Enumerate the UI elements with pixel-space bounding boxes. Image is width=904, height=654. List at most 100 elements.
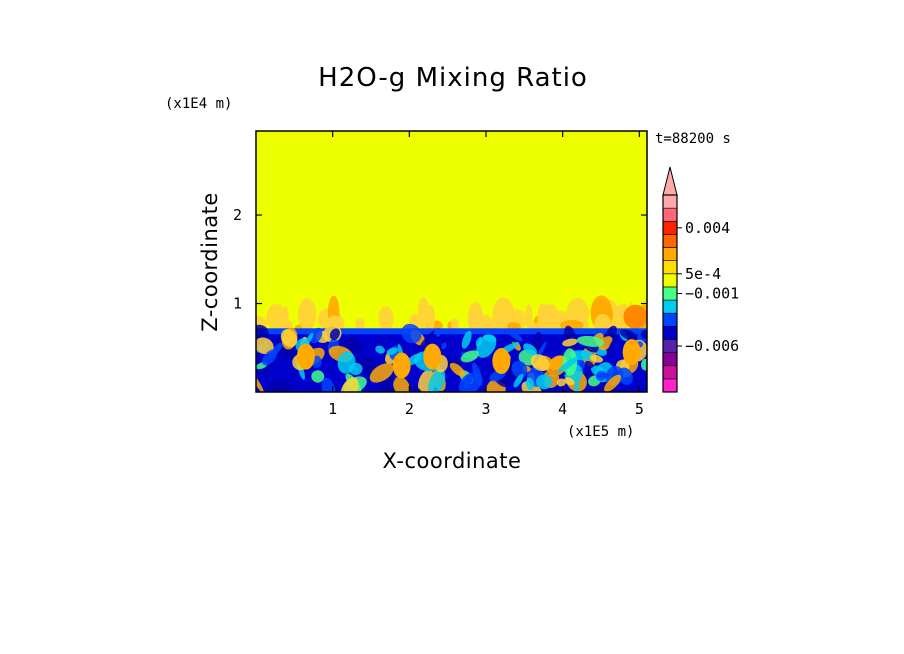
bl-cell — [310, 327, 323, 344]
bl-warm-core — [392, 352, 411, 379]
x-axis-label: X-coordinate — [383, 449, 522, 473]
colorbar-segment — [662, 365, 678, 380]
bl-cell — [597, 372, 610, 379]
plume-cell — [297, 298, 317, 331]
plot-frame — [255, 130, 648, 393]
bl-cell — [472, 362, 483, 386]
bl-cell — [449, 362, 466, 377]
bl-cell — [441, 342, 447, 350]
bl-cell — [574, 376, 580, 392]
chart-title: H2O-g Mixing Ratio — [318, 63, 588, 93]
bl-cell — [461, 330, 472, 349]
colorbar-extend-arrow — [662, 166, 678, 196]
bl-cell — [523, 343, 537, 355]
bl-cell — [508, 331, 523, 342]
colorbar-tick-label: 5e-4 — [685, 265, 721, 283]
bl-cell — [418, 330, 435, 350]
time-label: t=88200 s — [655, 131, 731, 147]
colorbar-segment — [662, 352, 678, 367]
bl-cell — [584, 360, 594, 368]
bl-cell — [337, 351, 356, 374]
colorbar-tick-label: 0.004 — [685, 219, 730, 237]
bl-cell — [604, 374, 622, 392]
colorbar-segment — [662, 312, 678, 327]
colorbar-segment — [662, 247, 678, 261]
x-tick-label: 3 — [481, 400, 490, 418]
bl-warm-core — [423, 343, 442, 370]
bl-cell — [607, 337, 616, 356]
plume-cell — [481, 318, 505, 331]
colorbar-segment — [662, 260, 678, 275]
colorbar-segment — [662, 378, 678, 393]
bl-cell — [525, 377, 535, 391]
y-axis-label: Z-coordinate — [198, 192, 222, 332]
colorbar-segment — [662, 220, 678, 235]
plume-cell — [283, 321, 292, 331]
x-tick-label: 5 — [635, 400, 644, 418]
plume-cell — [355, 318, 366, 331]
bl-cell — [576, 335, 605, 347]
bl-cell — [460, 350, 479, 363]
colorbar-segment — [662, 273, 678, 288]
x-scale-label: (x1E5 m) — [567, 424, 634, 440]
bl-warm-core — [492, 348, 511, 375]
x-axis: 1 2 3 4 5 — [328, 131, 644, 418]
bl-cell — [619, 329, 637, 340]
y-tick-label: 2 — [233, 206, 242, 224]
plume-cell — [426, 304, 436, 331]
bl-cell — [304, 332, 314, 346]
bl-warm-core — [622, 339, 641, 366]
x-tick-label: 4 — [558, 400, 567, 418]
colorbar-segment — [662, 234, 678, 248]
bl-cell — [513, 373, 524, 388]
bl-cell — [413, 385, 420, 392]
x-tick-label: 2 — [405, 400, 414, 418]
colorbar: 0.004 5e-4 −0.001 −0.006 — [662, 166, 739, 393]
plume-cell — [378, 306, 394, 331]
bl-cell — [267, 379, 292, 392]
bl-cell — [256, 337, 274, 355]
plume-cell — [417, 296, 430, 331]
bl-cell — [562, 338, 578, 347]
y-scale-label: (x1E4 m) — [165, 96, 232, 112]
bl-cell — [530, 354, 550, 372]
colorbar-segment — [662, 326, 678, 340]
plume-cell — [467, 302, 484, 331]
plume-cell — [450, 318, 460, 331]
bl-cell — [262, 349, 278, 366]
plume-cell — [594, 314, 611, 331]
bl-warm-core — [296, 343, 315, 370]
colorbar-segment — [662, 339, 678, 353]
colorbar-segment — [662, 286, 678, 301]
colorbar-segment — [662, 194, 678, 209]
bl-cell — [393, 377, 410, 392]
boundary-layer-structures — [256, 323, 647, 392]
bl-cell — [535, 374, 553, 390]
bl-cell — [640, 358, 647, 371]
bl-cell — [280, 329, 298, 348]
bl-cell — [401, 323, 422, 344]
bl-cell — [557, 356, 579, 373]
bl-cell — [369, 363, 394, 383]
x-tick-label: 1 — [328, 400, 337, 418]
bl-cell — [589, 354, 604, 363]
colorbar-tick-label: −0.001 — [685, 285, 739, 303]
bl-cell — [435, 328, 441, 337]
bl-cell — [556, 378, 566, 387]
bl-cell — [329, 328, 340, 341]
bl-cell — [321, 377, 336, 392]
bl-cell — [511, 360, 528, 378]
bl-cell — [475, 336, 483, 347]
bl-cell — [375, 345, 385, 354]
plume-cell — [266, 303, 287, 331]
colorbar-segment — [662, 299, 678, 314]
colorbar-segment — [662, 207, 678, 222]
colorbar-tick-label: −0.006 — [685, 337, 739, 355]
heatmap-field — [256, 131, 647, 392]
bl-top-band — [256, 328, 647, 335]
plume-cell — [525, 304, 533, 331]
bl-cell — [564, 377, 575, 386]
y-axis: 12 — [233, 206, 647, 313]
bl-cell — [340, 377, 359, 392]
